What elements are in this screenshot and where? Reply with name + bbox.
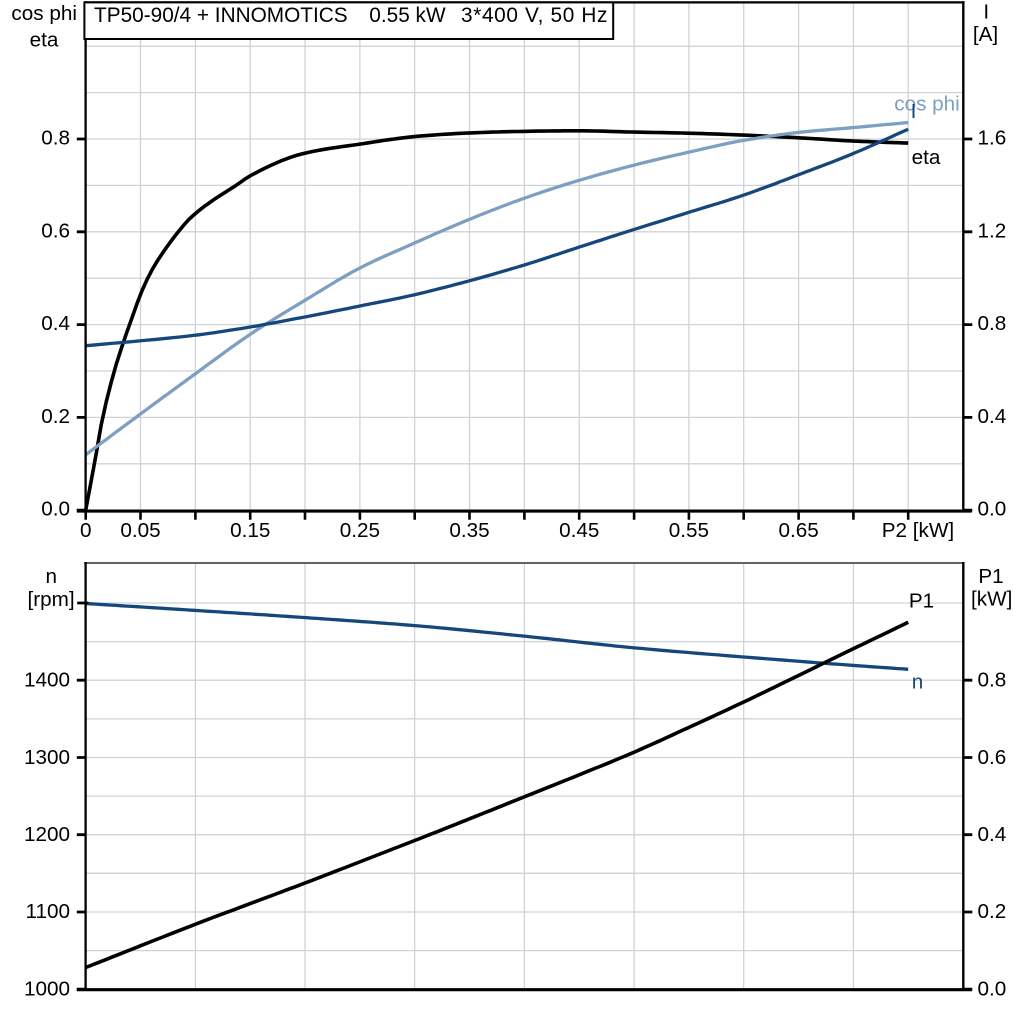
- svg-text:I: I: [983, 0, 989, 23]
- svg-text:0.8: 0.8: [978, 669, 1007, 692]
- svg-text:0.8: 0.8: [41, 127, 70, 150]
- svg-text:P2 [kW]: P2 [kW]: [882, 519, 954, 542]
- svg-text:cos phi: cos phi: [894, 92, 960, 115]
- svg-text:0.0: 0.0: [978, 978, 1007, 1001]
- svg-text:eta: eta: [30, 28, 59, 51]
- svg-text:eta: eta: [912, 146, 941, 169]
- svg-text:0.65: 0.65: [778, 519, 818, 542]
- svg-text:0.4: 0.4: [978, 405, 1007, 428]
- svg-text:P1: P1: [978, 565, 1003, 588]
- svg-text:0.4: 0.4: [978, 823, 1007, 846]
- svg-text:1200: 1200: [24, 823, 70, 846]
- svg-text:0.0: 0.0: [978, 498, 1007, 521]
- svg-text:[kW]: [kW]: [971, 588, 1012, 611]
- svg-text:[A]: [A]: [973, 23, 998, 46]
- svg-text:1.6: 1.6: [978, 127, 1007, 150]
- svg-text:0.35: 0.35: [449, 519, 489, 542]
- svg-text:1100: 1100: [26, 900, 71, 923]
- svg-text:P1: P1: [909, 590, 934, 613]
- svg-text:3*400 V, 50 Hz: 3*400 V, 50 Hz: [461, 4, 608, 27]
- svg-text:1300: 1300: [24, 746, 70, 769]
- svg-text:0.0: 0.0: [41, 498, 70, 521]
- svg-text:1000: 1000: [24, 978, 70, 1001]
- svg-text:0.45: 0.45: [559, 519, 599, 542]
- svg-text:0.2: 0.2: [978, 900, 1007, 923]
- svg-text:0.55: 0.55: [669, 519, 709, 542]
- svg-text:I: I: [911, 100, 917, 123]
- svg-text:TP50-90/4 + INNOMOTICS: TP50-90/4 + INNOMOTICS: [94, 4, 348, 27]
- svg-text:n: n: [46, 565, 58, 588]
- svg-text:0.25: 0.25: [340, 519, 380, 542]
- svg-text:0.6: 0.6: [41, 219, 70, 242]
- svg-text:0: 0: [80, 519, 92, 542]
- svg-text:[rpm]: [rpm]: [28, 588, 75, 611]
- svg-text:1.2: 1.2: [978, 219, 1007, 242]
- svg-text:0.55 kW: 0.55 kW: [369, 4, 446, 27]
- svg-text:n: n: [912, 671, 924, 694]
- svg-text:0.6: 0.6: [978, 746, 1007, 769]
- svg-text:cos phi: cos phi: [11, 2, 77, 25]
- svg-text:0.4: 0.4: [41, 312, 70, 335]
- svg-text:0.15: 0.15: [230, 519, 270, 542]
- svg-text:0.8: 0.8: [978, 312, 1007, 335]
- svg-text:0.05: 0.05: [120, 519, 160, 542]
- svg-text:1400: 1400: [24, 669, 70, 692]
- svg-text:0.2: 0.2: [41, 405, 70, 428]
